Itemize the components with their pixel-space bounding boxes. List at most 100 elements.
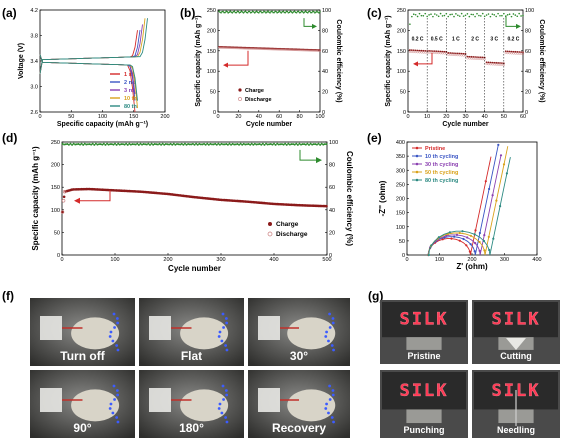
nyquist-point [455, 233, 459, 236]
efficiency-point [191, 142, 194, 145]
y2-tick-label: 80 [322, 28, 328, 34]
y2-tick-label: 60 [525, 49, 531, 55]
x-tick-label: 20 [235, 114, 241, 120]
charge-point [518, 51, 521, 53]
efficiency-point [271, 10, 273, 13]
x-tick-label: 60 [520, 114, 526, 120]
efficiency-point [443, 14, 446, 17]
led-dot [325, 402, 328, 406]
efficiency-point [212, 143, 215, 146]
efficiency-point [133, 143, 136, 146]
led-dot [332, 420, 335, 424]
photo-cell-f-0: Turn off [30, 298, 135, 366]
x-tick-label: 0 [405, 257, 408, 263]
legend-discharge-label: Discharge [245, 97, 272, 103]
photo-cell-g-2: SILK Punching [380, 370, 468, 438]
discharge-point [519, 52, 523, 55]
led-dot [224, 416, 228, 419]
charge-point [491, 61, 494, 64]
discharge-point [460, 54, 463, 57]
efficiency-point [279, 143, 282, 146]
discharge-point [410, 50, 413, 53]
photo-grid-bending: Turn off Flat 30° 90° 180° Recovery [30, 298, 350, 438]
efficiency-point [86, 143, 89, 146]
efficiency-point [301, 11, 304, 13]
discharge-point [275, 48, 278, 51]
charge-curve-2nd [39, 30, 141, 74]
efficiency-point [164, 143, 167, 146]
efficiency-point [290, 143, 293, 146]
efficiency-point [241, 143, 244, 146]
discharge-point [258, 47, 261, 50]
efficiency-point [478, 14, 480, 17]
nyquist-point [445, 234, 448, 237]
discharge-point [433, 51, 436, 54]
efficiency-point [295, 11, 298, 14]
discharge-point [286, 48, 289, 51]
efficiency-point [106, 142, 109, 145]
photo-cell-g-3: SILK Needling [472, 370, 560, 438]
led-dot [220, 411, 224, 415]
discharge-point [250, 47, 253, 50]
efficiency-point [261, 142, 264, 145]
led-dot [220, 339, 224, 343]
efficiency-point [234, 143, 237, 146]
discharge-point [285, 48, 288, 51]
efficiency-point [249, 143, 252, 146]
efficiency-point [225, 142, 228, 145]
efficiency-point [269, 12, 271, 14]
x-tick-label: 200 [163, 257, 172, 263]
efficiency-point [320, 142, 323, 145]
nyquist-point [462, 237, 465, 241]
led-dot [109, 402, 113, 406]
efficiency-point [288, 11, 291, 14]
efficiency-point [91, 142, 94, 145]
efficiency-point [185, 143, 188, 146]
discharge-point [314, 49, 317, 52]
arrow-head-left [223, 62, 228, 68]
led-dot [222, 326, 225, 329]
charge-point [514, 50, 517, 53]
efficiency-point [233, 10, 236, 13]
led-dot [324, 407, 328, 410]
efficiency-point [141, 143, 144, 146]
discharge-point [491, 63, 494, 66]
discharge-point [60, 210, 65, 214]
arrow-right-efficiency [303, 18, 314, 27]
y-tick-label: 250 [51, 140, 60, 146]
nyquist-point [468, 250, 471, 253]
efficiency-point [276, 142, 279, 145]
discharge-point [293, 48, 296, 51]
efficiency-point [67, 143, 70, 146]
efficiency-point [268, 143, 271, 146]
y-tick-label: 250 [207, 8, 216, 14]
led-board [382, 302, 466, 338]
efficiency-point [117, 142, 120, 145]
efficiency-point [220, 11, 222, 14]
discharge-point [265, 48, 268, 51]
discharge-point [302, 49, 305, 52]
efficiency-point [424, 12, 427, 15]
x-axis-label: Cycle number [442, 121, 489, 128]
efficiency-point [493, 14, 496, 16]
y-axis-label: -Z'' (ohm) [378, 180, 387, 216]
discharge-point [287, 48, 290, 51]
nyquist-point [478, 249, 481, 252]
nyquist-point [450, 237, 453, 240]
charge-point [62, 195, 66, 199]
charge-point [476, 56, 478, 59]
panel-label-a: (a) [2, 6, 17, 20]
charge-point [430, 50, 432, 52]
efficiency-point [176, 142, 179, 145]
led-dot [218, 330, 222, 334]
efficiency-point [231, 142, 234, 145]
efficiency-point [271, 143, 274, 146]
charge-point [441, 50, 444, 53]
efficiency-point [238, 143, 241, 146]
led-dot [112, 384, 116, 388]
nyquist-point [473, 233, 476, 236]
nyquist-point [488, 187, 491, 191]
battery-pouch [406, 409, 442, 424]
efficiency-point [263, 143, 266, 146]
led-dot [225, 348, 229, 352]
